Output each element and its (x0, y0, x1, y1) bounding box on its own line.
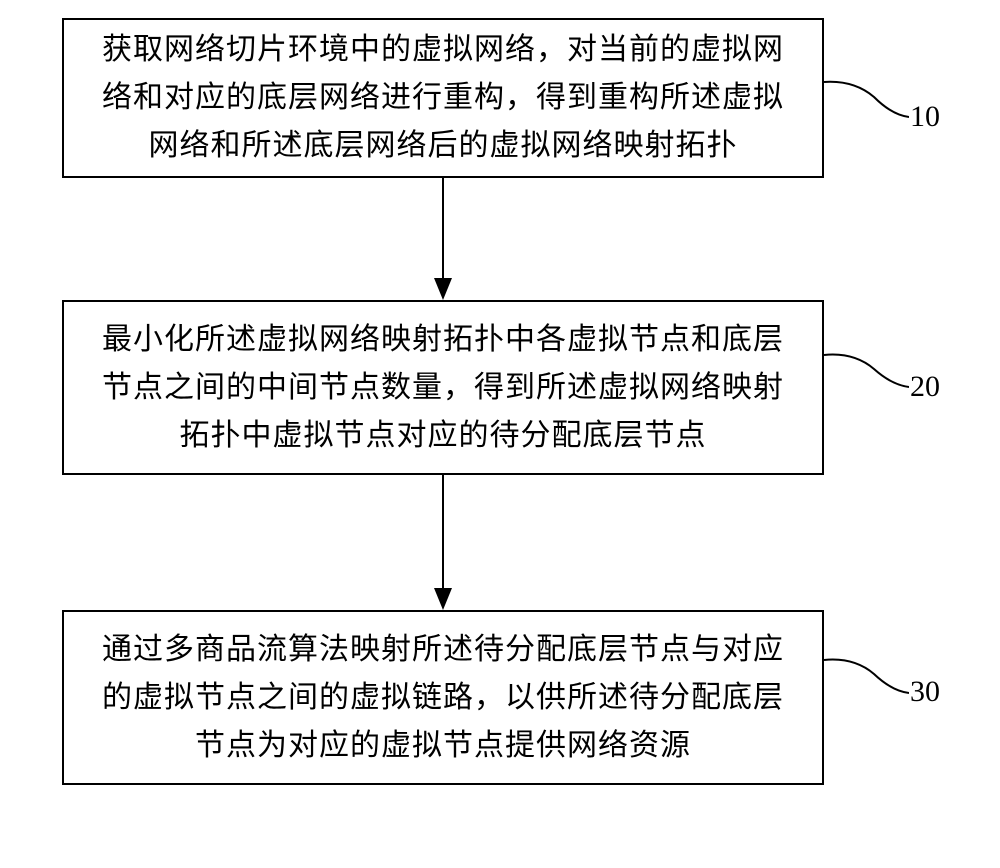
flowchart-box-1: 获取网络切片环境中的虚拟网络，对当前的虚拟网络和对应的底层网络进行重构，得到重构… (62, 18, 824, 178)
box-2-label: 20 (910, 370, 940, 404)
box-3-text: 通过多商品流算法映射所述待分配底层节点与对应的虚拟节点之间的虚拟链路，以供所述待… (89, 626, 797, 770)
arrow-1 (434, 178, 452, 300)
flowchart-box-3: 通过多商品流算法映射所述待分配底层节点与对应的虚拟节点之间的虚拟链路，以供所述待… (62, 610, 824, 785)
flowchart-box-2: 最小化所述虚拟网络映射拓扑中各虚拟节点和底层节点之间的中间节点数量，得到所述虚拟… (62, 300, 824, 475)
flowchart-container: 获取网络切片环境中的虚拟网络，对当前的虚拟网络和对应的底层网络进行重构，得到重构… (0, 0, 1000, 868)
box-1-text: 获取网络切片环境中的虚拟网络，对当前的虚拟网络和对应的底层网络进行重构，得到重构… (89, 26, 797, 170)
leader-curve-3 (824, 657, 909, 701)
leader-curve-2 (824, 352, 909, 395)
box-3-label: 30 (910, 675, 940, 709)
box-2-text: 最小化所述虚拟网络映射拓扑中各虚拟节点和底层节点之间的中间节点数量，得到所述虚拟… (89, 316, 797, 460)
leader-curve-1 (824, 80, 909, 125)
box-1-label: 10 (910, 100, 940, 134)
arrow-2 (434, 475, 452, 610)
